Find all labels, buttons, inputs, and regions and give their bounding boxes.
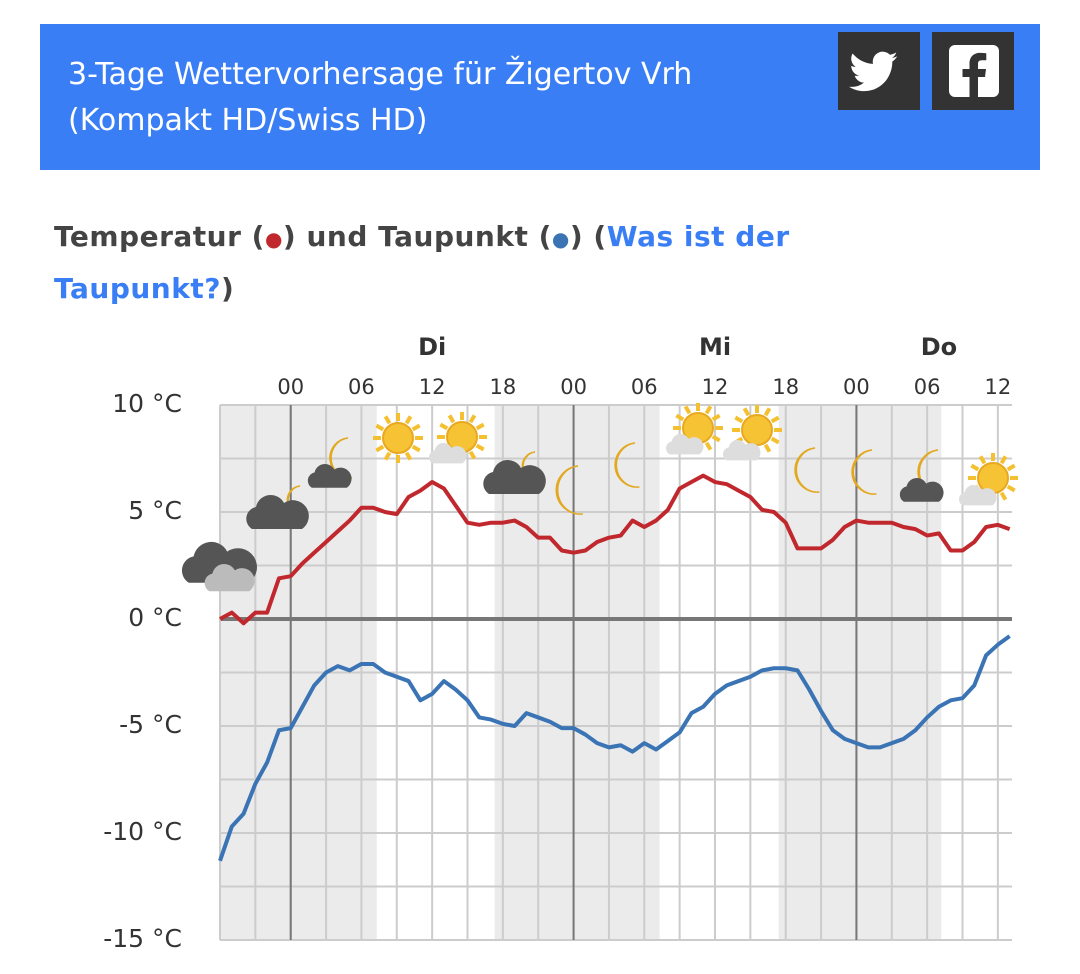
chart-title: Temperatur (●) und Taupunkt (●) (Was ist… [54,212,814,314]
moon [329,437,353,479]
sun-ray [999,455,1008,465]
cloud [722,439,761,461]
sun-ray [704,441,713,451]
day-label: Mi [699,333,731,361]
sun-ray [1006,463,1016,472]
sun-ray [770,436,780,445]
x-tick-label: 00 [277,375,304,399]
sun-ray [770,415,780,424]
series-line [219,473,1011,626]
sun-ray [375,444,385,453]
sun [446,421,478,453]
title-text: Temperatur ( [54,220,265,253]
sun-ray [383,415,392,425]
moon [794,447,820,493]
sun-ray [439,422,449,431]
sun-ray [999,491,1008,501]
sun [977,462,1009,494]
x-tick-label: 12 [702,375,729,399]
sun-ray [970,463,980,472]
sun-ray [468,450,477,460]
cloud [204,563,255,592]
cloud [958,484,997,506]
cloud [665,433,704,455]
y-tick-label: -10 °C [103,817,182,846]
cloud [428,442,467,464]
sun-ray [742,407,751,417]
sun-ray [404,415,413,425]
sun-ray [1006,484,1016,493]
y-tick-label: 10 °C [112,389,182,418]
sun-ray [468,414,477,424]
dewpoint-link[interactable]: Was ist der Taupunkt? [54,220,790,305]
header-title: 3-Tage Wettervorhersage für Žigertov Vrh… [68,57,693,138]
sun-ray [978,455,987,465]
sun-ray [411,444,421,453]
x-tick-label: 06 [631,375,658,399]
x-tick-label: 00 [843,375,870,399]
series-line [218,634,1011,862]
cloud [483,459,546,494]
facebook-icon [949,45,999,97]
x-tick-label: 18 [489,375,516,399]
cloud [246,494,309,529]
sun-ray [675,413,685,422]
sun-ray [683,405,692,415]
moon [614,442,640,488]
x-tick-label: 18 [772,375,799,399]
sun [382,422,414,454]
sun-ray [711,413,721,422]
y-tick-label: 5 °C [128,496,182,525]
moon [555,465,583,515]
cloud [899,477,944,502]
y-tick-label: -15 °C [103,924,182,953]
x-tick-label: 06 [914,375,941,399]
x-tick-label: 06 [348,375,375,399]
sun-ray [375,423,385,432]
y-tick-label: -5 °C [119,710,182,739]
twitter-icon [849,51,898,92]
title-text: ) [220,272,235,305]
x-tick-label: 12 [984,375,1011,399]
sun-ray [763,407,772,417]
sun [741,414,773,446]
sun-ray [475,422,485,431]
sun-ray [704,405,713,415]
sun-ray [411,423,421,432]
day-label: Do [921,333,957,361]
moon [851,449,877,495]
title-text: ) ( [569,220,607,253]
y-tick-label: 0 °C [128,603,182,632]
sun-ray [383,451,392,461]
temperature-dot: ● [264,227,283,251]
dewpoint-dot: ● [551,227,570,251]
weather-icons [181,403,1018,592]
x-tick-label: 12 [419,375,446,399]
twitter-button[interactable] [838,32,920,110]
facebook-button[interactable] [932,32,1014,110]
title-text: ) und Taupunkt ( [282,220,552,253]
sun-ray [447,414,456,424]
sun-ray [711,434,721,443]
sun-ray [475,443,485,452]
sun-ray [404,451,413,461]
sun-ray [734,415,744,424]
cloud [307,463,352,488]
sun-ray [763,443,772,453]
day-label: Di [418,333,446,361]
header: 3-Tage Wettervorhersage für Žigertov Vrh… [40,24,1040,170]
x-tick-label: 00 [560,375,587,399]
